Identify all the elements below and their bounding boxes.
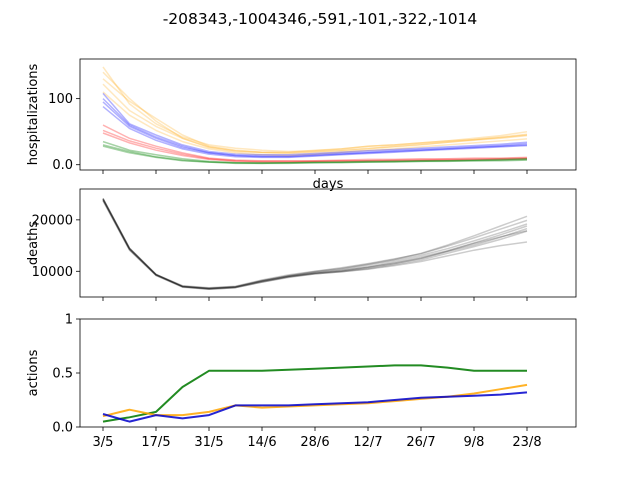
series-line-1-1-5 — [102, 71, 528, 153]
series-line-2-1-3 — [102, 199, 528, 290]
y-axis-label-2: deaths — [26, 221, 41, 266]
y-tick-label-2-1: 10000 — [32, 265, 73, 280]
series-line-3-1-1 — [102, 364, 527, 423]
y-axis-label-3: actions — [26, 349, 41, 396]
series-line-1-1-2 — [102, 78, 528, 154]
series-line-2-1-6 — [102, 198, 528, 290]
series-line-3-3-1 — [102, 391, 528, 423]
x-tick-label-9: 23/8 — [512, 435, 541, 450]
series-line-1-2-2 — [102, 101, 528, 158]
series-line-1-2-3 — [102, 106, 528, 159]
series-line-1-3-3 — [102, 132, 528, 163]
x-tick-label-6: 12/7 — [353, 435, 382, 450]
y-tick-label-1-2: 100 — [48, 92, 73, 107]
series-line-3-2-1 — [102, 383, 528, 418]
axes-frame-1 — [79, 58, 577, 171]
x-tick-label-2: 17/5 — [141, 435, 170, 450]
series-line-1-2-4 — [102, 98, 528, 157]
y-tick-label-1-1: 0.0 — [52, 158, 73, 173]
series-line-1-2-1 — [102, 92, 528, 156]
x-tick-label-8: 9/8 — [464, 435, 485, 450]
y-tick-label-3-1: 0.0 — [52, 421, 73, 436]
series-line-2-1-8 — [102, 198, 528, 290]
series-line-1-4-2 — [102, 144, 528, 165]
series-line-1-3-2 — [102, 129, 528, 163]
series-line-2-1-7 — [102, 200, 528, 291]
chart-title: -208343,-1004346,-591,-101,-322,-1014 — [163, 10, 478, 28]
y-tick-label-3-3: 1 — [65, 313, 73, 328]
series-line-1-1-1 — [102, 66, 528, 153]
x-tick-label-3: 31/5 — [194, 435, 223, 450]
panel-3: 0.0 0.5 1 3/5 17/5 31/5 14/6 28/6 12/7 26/7 9/8 23/… — [26, 313, 577, 450]
series-line-1-3-1 — [102, 124, 528, 162]
series-line-1-1-4 — [102, 91, 528, 157]
series-line-1-4-3 — [102, 145, 528, 165]
series-line-1-4-1 — [102, 140, 528, 164]
x-tick-label-5: 28/6 — [300, 435, 329, 450]
y-tick-label-3-2: 0.5 — [52, 367, 73, 382]
x-axis-label: days — [313, 177, 344, 192]
series-line-2-1-2 — [102, 198, 528, 290]
x-tick-label-4: 14/6 — [247, 435, 276, 450]
panel-1: 0.0 100 hospitalizations days — [26, 58, 577, 192]
series-line-2-1-1 — [102, 197, 528, 291]
chart-panels: 0.0 100 hospitalizations days 10000 20000deat… — [26, 58, 577, 450]
y-tick-label-2-2: 20000 — [32, 213, 73, 228]
y-axis-label-1: hospitalizations — [26, 63, 41, 165]
series-line-2-1-4 — [102, 198, 528, 289]
axes-frame-3 — [79, 318, 577, 428]
series-line-1-1-3 — [102, 83, 528, 155]
x-tick-label-1: 3/5 — [93, 435, 114, 450]
series-line-2-1-5 — [102, 199, 528, 290]
axes-frame-2 — [79, 188, 577, 298]
x-tick-label-7: 26/7 — [406, 435, 435, 450]
